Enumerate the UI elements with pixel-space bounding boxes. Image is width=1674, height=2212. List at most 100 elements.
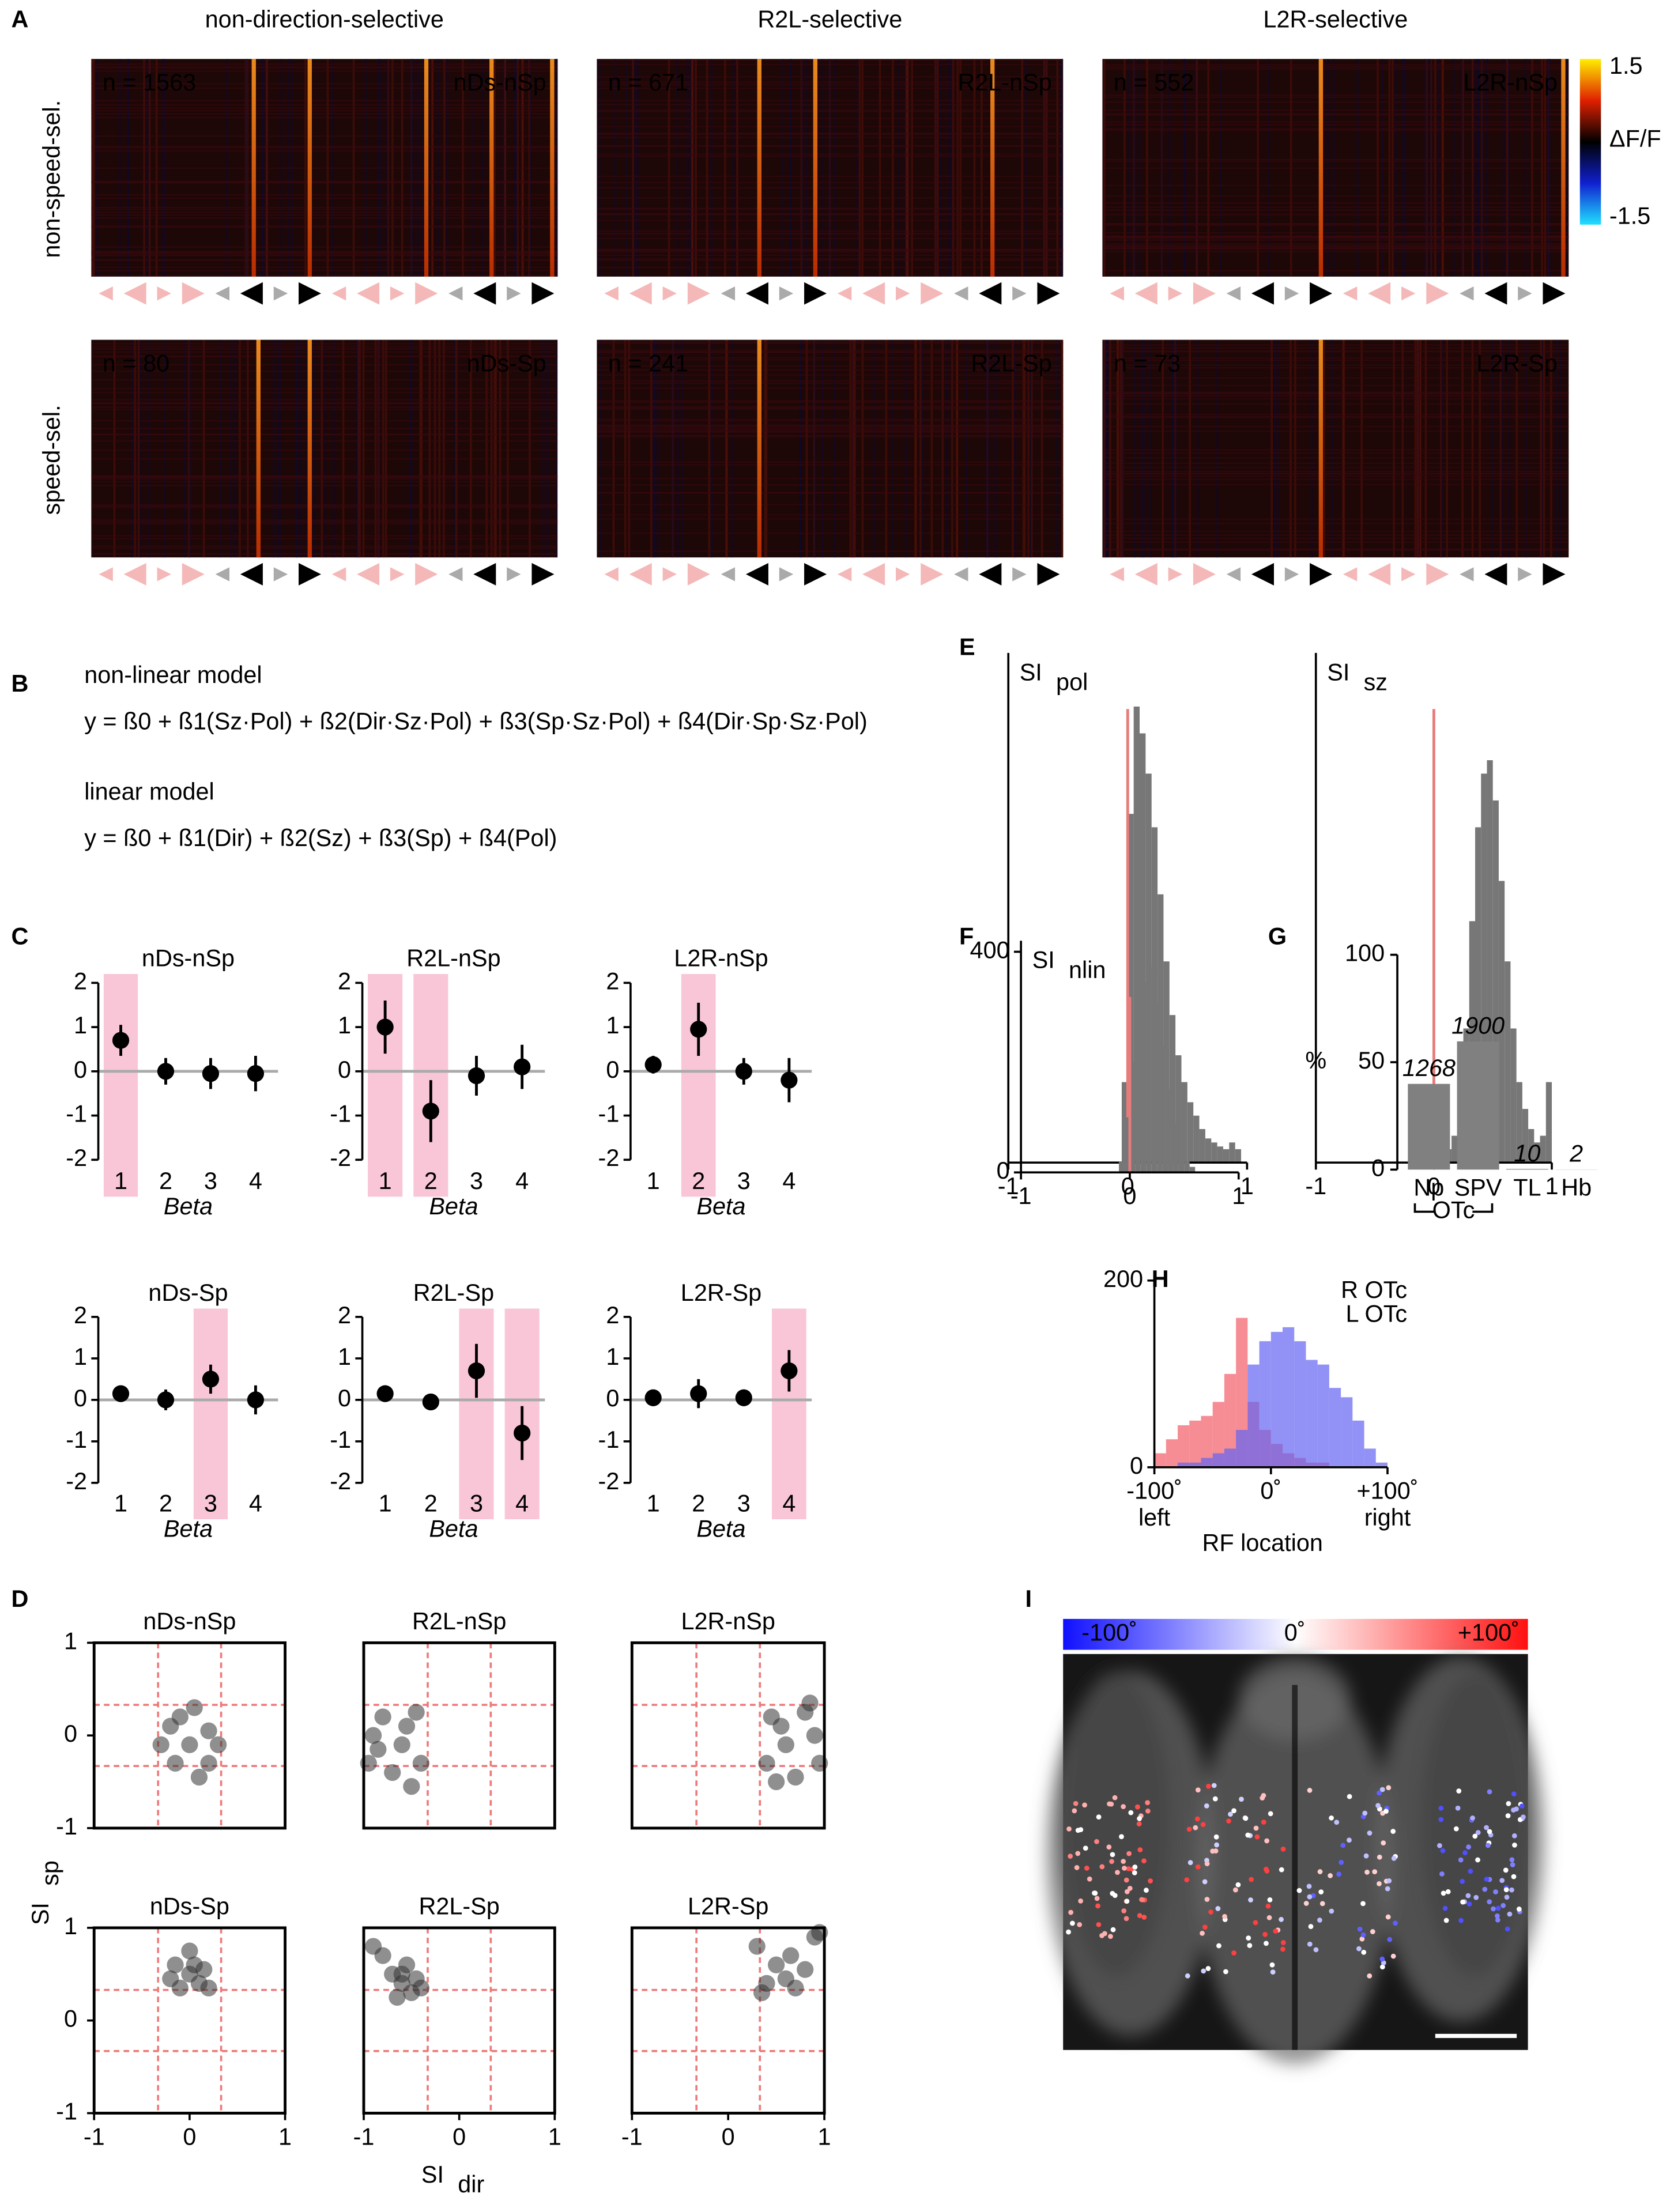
heatmap-noise xyxy=(782,59,785,277)
histogram-bar xyxy=(1492,800,1499,1163)
x-tick-label: -1 xyxy=(84,2123,105,2150)
colorbar-label: +100˚ xyxy=(1458,1620,1520,1646)
heatmap-noise xyxy=(1149,339,1152,558)
plot-frame xyxy=(362,1641,556,1830)
count-label: n = 80 xyxy=(103,350,169,376)
heatmap-noise xyxy=(1102,236,1569,238)
heatmap-noise xyxy=(1171,339,1174,558)
heatmap xyxy=(91,339,558,558)
cell-dot xyxy=(1391,1855,1397,1861)
cell-dot xyxy=(1487,1829,1492,1834)
cell-dot xyxy=(1359,1936,1365,1942)
cell-dot xyxy=(1075,1851,1081,1856)
y-tick-label: 0 xyxy=(64,2006,77,2032)
heatmap-noise xyxy=(597,109,1064,111)
cell-dot xyxy=(1072,1808,1077,1814)
heatmap-noise xyxy=(1174,339,1177,558)
stimulus-arrow xyxy=(1310,282,1333,305)
stimulus-arrow xyxy=(1368,563,1391,586)
cell-dot xyxy=(1456,1788,1462,1794)
heatmap-noise xyxy=(597,426,1064,428)
chart-title-sub: nlin xyxy=(1069,957,1106,983)
x-tick-label: 0 xyxy=(722,2123,735,2150)
heatmap-noise xyxy=(91,246,558,248)
heatmap-noise xyxy=(1102,392,1569,394)
heatmap-noise xyxy=(1102,235,1569,237)
x-axis-label: Beta xyxy=(164,1193,213,1220)
x-tick-label: 3 xyxy=(470,1168,483,1194)
histogram-bar xyxy=(1236,1430,1248,1467)
point xyxy=(753,1984,771,2002)
heatmap-noise xyxy=(805,59,808,277)
point xyxy=(782,1947,800,1964)
stimulus-arrow xyxy=(1226,567,1241,582)
point xyxy=(398,1717,416,1735)
heatmap-noise xyxy=(597,208,1064,210)
heatmap-noise xyxy=(879,59,881,277)
heatmap-noise xyxy=(1102,68,1569,70)
cell-dot xyxy=(1379,1964,1385,1970)
heatmap-noise xyxy=(636,59,639,277)
x-tick-label: 2 xyxy=(159,1168,172,1194)
heatmap-noise xyxy=(650,339,653,558)
heatmap-noise xyxy=(91,150,558,152)
x-tick-label: 0 xyxy=(183,2123,196,2150)
heatmap-noise xyxy=(1102,377,1569,379)
heatmap-noise xyxy=(1105,339,1108,558)
heatmap-noise xyxy=(91,403,558,405)
cell-dot xyxy=(1248,1897,1253,1903)
cell-dot xyxy=(1280,1846,1286,1852)
stimulus-arrow xyxy=(979,282,1002,305)
heatmap-noise xyxy=(419,339,421,558)
stimulus-arrow xyxy=(390,567,405,582)
cell-dot xyxy=(1068,1854,1073,1859)
heatmap-noise xyxy=(930,339,933,558)
stimulus-arrow xyxy=(1460,567,1474,582)
cell-dot xyxy=(1442,1905,1448,1911)
heatmap-noise xyxy=(91,475,558,477)
histogram-bar xyxy=(1157,1004,1163,1173)
y-tick-label: 0 xyxy=(606,1056,619,1083)
heatmap-noise xyxy=(1491,339,1494,558)
heatmap-noise xyxy=(937,59,939,277)
point xyxy=(408,1704,425,1721)
cell-dot xyxy=(1231,1808,1236,1814)
cell-dot xyxy=(1094,1839,1099,1844)
stimulus-arrow xyxy=(157,286,171,301)
heatmap-noise xyxy=(1102,478,1569,480)
chart-title: nDs-nSp xyxy=(143,1608,236,1635)
heatmap-noise xyxy=(1550,339,1552,558)
x-tick-label: 1 xyxy=(548,2123,561,2150)
cell-dot xyxy=(1441,1890,1446,1896)
heatmap-noise xyxy=(1043,59,1046,277)
heatmap-noise xyxy=(956,339,959,558)
cell-dot xyxy=(1361,1949,1367,1955)
heatmap-noise xyxy=(1102,124,1569,126)
heatmap-noise xyxy=(1102,224,1569,227)
colorbar xyxy=(1579,59,1601,225)
cell-dot xyxy=(1084,1866,1089,1871)
heatmap-noise xyxy=(91,217,558,219)
cell-dot xyxy=(1245,1832,1251,1838)
cell-dot xyxy=(1317,1917,1322,1923)
heatmap-noise xyxy=(148,339,150,558)
y-tick-label: -1 xyxy=(330,1101,351,1127)
point xyxy=(787,1768,804,1786)
cell-dot xyxy=(1360,1932,1366,1938)
heatmap-noise xyxy=(91,251,558,252)
heatmap-noise xyxy=(91,406,558,408)
heatmap-noise xyxy=(789,59,792,277)
x-tick-label: 1 xyxy=(1545,1173,1559,1199)
histogram-bar xyxy=(1184,1161,1190,1173)
cell-dot xyxy=(1136,1821,1142,1826)
stimulus-arrow xyxy=(837,567,852,582)
heatmap-noise xyxy=(409,339,412,558)
heatmap-noise xyxy=(597,220,1064,221)
heatmap-noise xyxy=(625,59,628,277)
stimulus-arrow xyxy=(1134,282,1158,305)
cell-dot xyxy=(1503,1867,1509,1873)
heatmap-noise xyxy=(91,392,558,394)
stimulus-arrow xyxy=(1484,563,1507,586)
colorbar-label: -100˚ xyxy=(1081,1620,1137,1646)
cell-dot xyxy=(1453,1826,1459,1832)
